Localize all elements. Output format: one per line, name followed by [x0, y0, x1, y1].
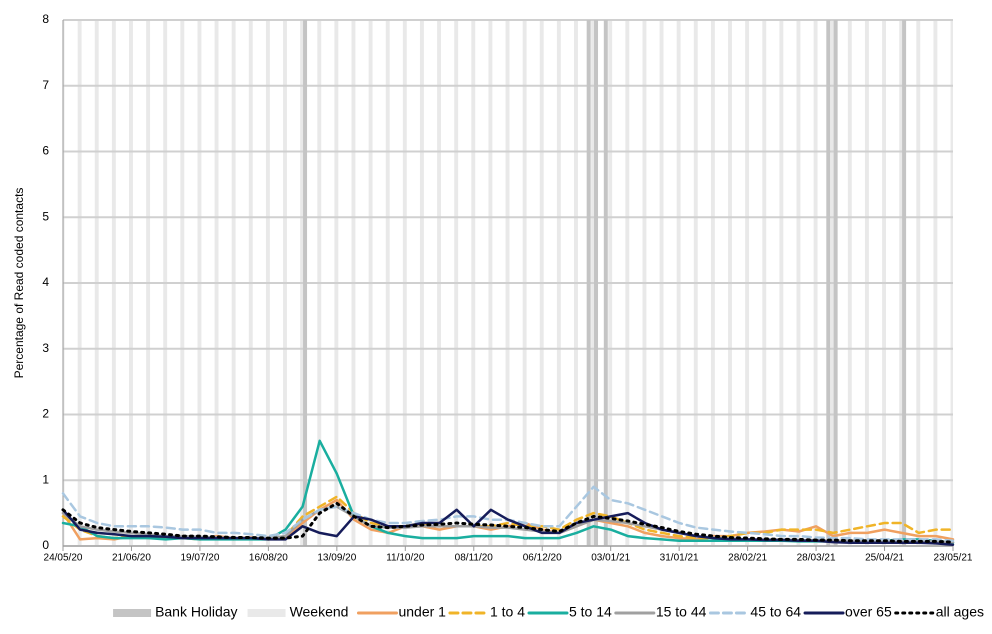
x-tick-label: 13/09/20	[317, 553, 356, 564]
y-tick-label: 2	[42, 407, 49, 421]
bank-holiday-band	[603, 20, 608, 546]
bank-holiday-band	[826, 20, 831, 546]
y-tick-label: 7	[42, 78, 49, 92]
y-tick-label: 4	[42, 275, 49, 289]
bank-holiday-band	[586, 20, 591, 546]
y-tick-label: 5	[42, 209, 49, 223]
bank-holiday-band	[833, 20, 838, 546]
legend: Bank Holiday Weekend under 1 1 to 4 5 to 14 1…	[113, 604, 984, 620]
x-tick-label: 25/04/21	[865, 553, 904, 564]
y-tick-label: 1	[42, 472, 49, 486]
series-line	[61, 495, 955, 541]
series-line	[61, 501, 955, 544]
y-tick-label: 3	[42, 341, 49, 355]
x-tick-label: 23/05/21	[934, 553, 973, 564]
bank-holiday-band	[594, 20, 599, 546]
y-tick-label: 8	[42, 12, 49, 26]
legend-label: over 65	[845, 604, 892, 620]
x-tick-label: 19/07/20	[180, 553, 219, 564]
y-axis-label: Percentage of Read coded contacts	[12, 188, 26, 379]
bank-holiday-band	[303, 20, 308, 546]
legend-label: 15 to 44	[656, 604, 707, 620]
legend-label: Weekend	[290, 604, 349, 620]
legend-swatch	[113, 609, 152, 617]
legend-label: Bank Holiday	[155, 604, 238, 620]
x-tick-label: 24/05/20	[44, 553, 83, 564]
series-line	[61, 508, 955, 546]
legend-label: 1 to 4	[490, 604, 525, 620]
x-tick-label: 03/01/21	[591, 553, 630, 564]
legend-label: 45 to 64	[750, 604, 801, 620]
x-tick-label: 28/02/21	[728, 553, 767, 564]
y-tick-label: 0	[42, 538, 49, 552]
x-tick-label: 06/12/20	[523, 553, 562, 564]
bank-holiday-band	[902, 20, 907, 546]
x-tick-label: 08/11/20	[455, 553, 494, 564]
legend-label: all ages	[936, 604, 984, 620]
y-tick-label: 6	[42, 144, 49, 158]
legend-label: under 1	[398, 604, 446, 620]
legend-swatch	[247, 609, 286, 617]
x-tick-label: 28/03/21	[797, 553, 836, 564]
x-tick-label: 31/01/21	[660, 553, 699, 564]
x-tick-label: 21/06/20	[112, 553, 151, 564]
x-tick-label: 16/08/20	[249, 553, 288, 564]
legend-label: 5 to 14	[569, 604, 612, 620]
x-tick-label: 11/10/20	[386, 553, 425, 564]
